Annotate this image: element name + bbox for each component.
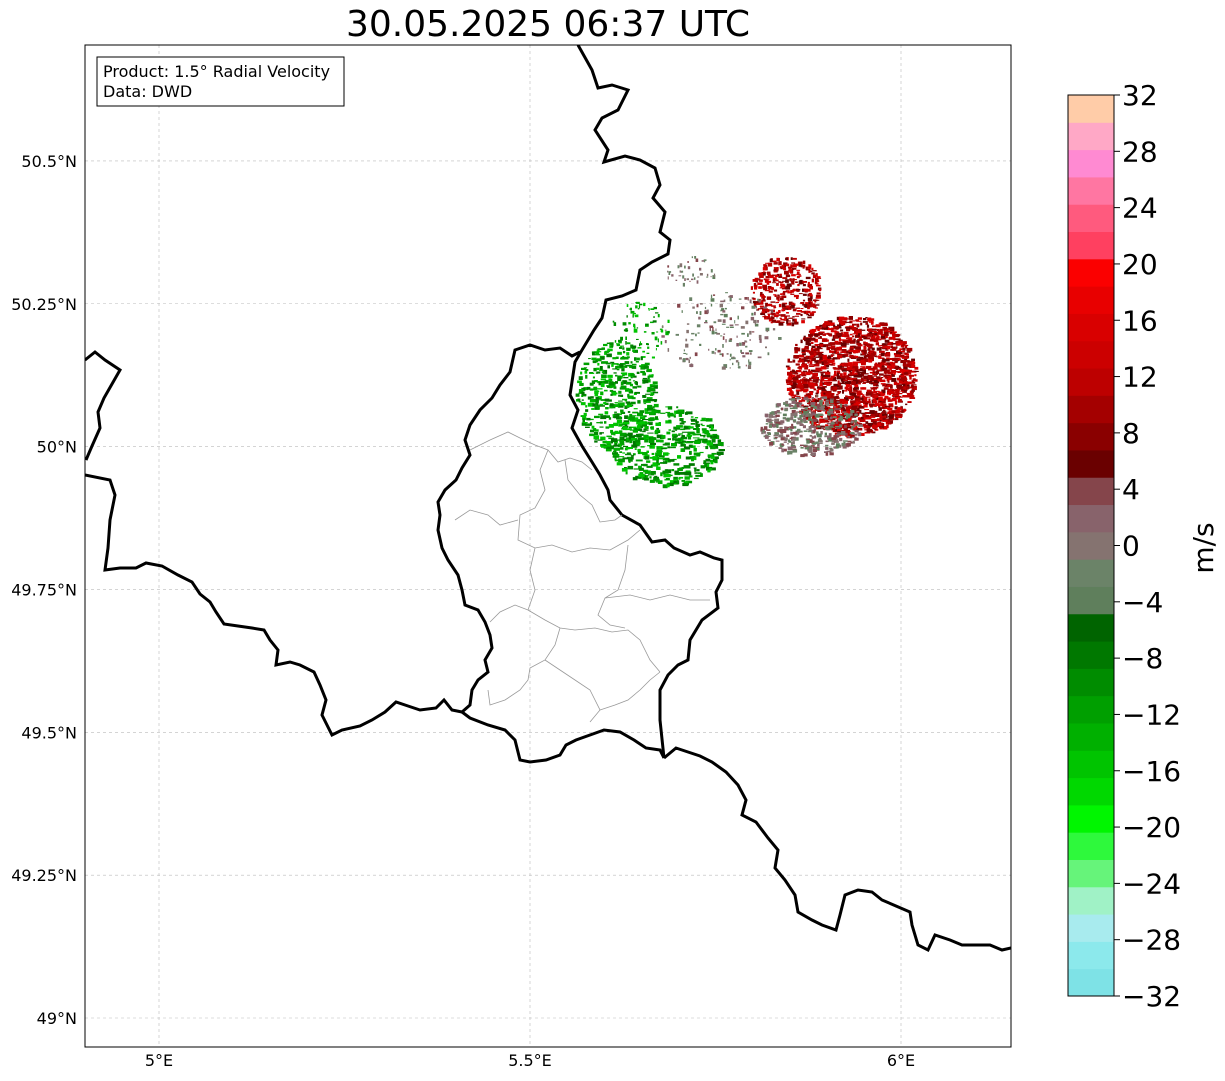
colorbar-segment (1068, 613, 1114, 642)
colorbar-tick-label: 8 (1122, 417, 1140, 450)
info-product: Product: 1.5° Radial Velocity (103, 62, 330, 81)
lat-tick-label: 49.25°N (11, 866, 77, 885)
colorbar-tick-label: 28 (1122, 135, 1158, 168)
lat-tick-label: 49.75°N (11, 580, 77, 599)
lon-tick-label: 6°E (887, 1051, 915, 1070)
latitude-tick-labels: 49°N 49.25°N 49.5°N 49.75°N 50°N 50.25°N 50.5°… (11, 152, 77, 1028)
colorbar-tick-label: −32 (1122, 980, 1181, 1013)
colorbar-segment (1068, 368, 1114, 396)
lat-tick-label: 50.5°N (21, 152, 77, 171)
map-title: 30.05.2025 06:37 UTC (345, 4, 751, 45)
colorbar-tick-label: −12 (1122, 698, 1181, 731)
echo-gray-center (661, 292, 782, 370)
lat-tick-label: 49°N (37, 1009, 77, 1028)
colorbar-segment (1068, 122, 1114, 151)
lat-tick-label: 50°N (37, 438, 77, 457)
colorbar-tick-label: −20 (1122, 811, 1181, 844)
colorbar-segment (1068, 804, 1114, 833)
colorbar-segment (1068, 231, 1114, 260)
colorbar-tick-label: −16 (1122, 755, 1181, 788)
info-source: Data: DWD (103, 82, 192, 101)
colorbar-segment (1068, 258, 1114, 287)
radar-echoes (575, 256, 919, 489)
colorbar-tick-label: −28 (1122, 924, 1181, 957)
colorbar-tick-label: 4 (1122, 473, 1140, 506)
colorbar-tick-label: 20 (1122, 248, 1158, 281)
colorbar-tick-label: 0 (1122, 530, 1140, 563)
colorbar-tick-label: −24 (1122, 867, 1181, 900)
colorbar-segment (1068, 722, 1114, 751)
colorbar-tick-label: 32 (1122, 79, 1158, 112)
border-luxembourg (436, 343, 666, 764)
colorbar-segment (1068, 395, 1114, 424)
colorbar-segment (1068, 968, 1114, 997)
colorbar-unit: m/s (1187, 522, 1220, 573)
colorbar-segment (1068, 95, 1114, 123)
colorbar-segment (1068, 313, 1114, 342)
colorbar-segment (1068, 859, 1114, 888)
colorbar-segment (1068, 695, 1114, 724)
colorbar-segment (1068, 204, 1114, 233)
echo-gray-southeast (760, 395, 863, 458)
colorbar-segment (1068, 777, 1114, 806)
colorbar-segment (1068, 750, 1114, 779)
echo-red-east (785, 316, 919, 439)
longitude-tick-labels: 5°E5.5°E6°E6.5°E7°E (145, 1051, 915, 1070)
colorbar-segment (1068, 832, 1114, 860)
lat-tick-label: 50.25°N (11, 295, 77, 314)
colorbar-segment (1068, 449, 1114, 478)
colorbar-segment (1068, 941, 1114, 970)
colorbar-tick-label: 12 (1122, 361, 1158, 394)
colorbar-segment (1068, 422, 1114, 451)
lon-tick-label: 5.5°E (508, 1051, 552, 1070)
colorbar-tick-labels: 32 28 24 20 16 12 8 4 0 −4 −8 −12 −16 −20 −24 −28 −32 (1114, 79, 1181, 1013)
echo-gray-north (667, 256, 716, 287)
border-belgium-france (85, 473, 463, 738)
colorbar (1067, 94, 1115, 997)
borders (85, 45, 1011, 953)
echo-red-north (750, 257, 822, 327)
luxembourg-districts (454, 431, 710, 723)
colorbar-segment (1068, 149, 1114, 178)
colorbar-segment (1068, 477, 1114, 506)
colorbar-tick-label: 24 (1122, 192, 1158, 225)
colorbar-segment (1068, 340, 1114, 369)
echo-green-west (575, 342, 659, 452)
border-france-germany (663, 746, 1011, 953)
echo-green-north (612, 301, 670, 361)
colorbar-segment (1068, 668, 1114, 697)
echo-green-south (610, 406, 725, 489)
gridlines (85, 45, 1011, 1047)
colorbar-segment (1068, 559, 1114, 587)
colorbar-segment (1068, 886, 1114, 915)
colorbar-segment (1068, 586, 1114, 615)
border-belgium-netherlands (85, 350, 122, 461)
colorbar-tick-label: −8 (1122, 642, 1163, 675)
lon-tick-label: 5°E (145, 1051, 173, 1070)
colorbar-segment (1068, 176, 1114, 205)
colorbar-segment (1068, 504, 1114, 533)
colorbar-tick-label: −4 (1122, 586, 1163, 619)
colorbar-tick-label: 16 (1122, 304, 1158, 337)
colorbar-segment (1068, 286, 1114, 314)
border-germany-west (568, 45, 724, 759)
colorbar-segment (1068, 641, 1114, 669)
info-box: Product: 1.5° Radial Velocity Data: DWD (96, 56, 345, 107)
colorbar-segment (1068, 914, 1114, 942)
colorbar-segment (1068, 531, 1114, 560)
lat-tick-label: 49.5°N (21, 723, 77, 742)
map-frame (84, 44, 1012, 1048)
